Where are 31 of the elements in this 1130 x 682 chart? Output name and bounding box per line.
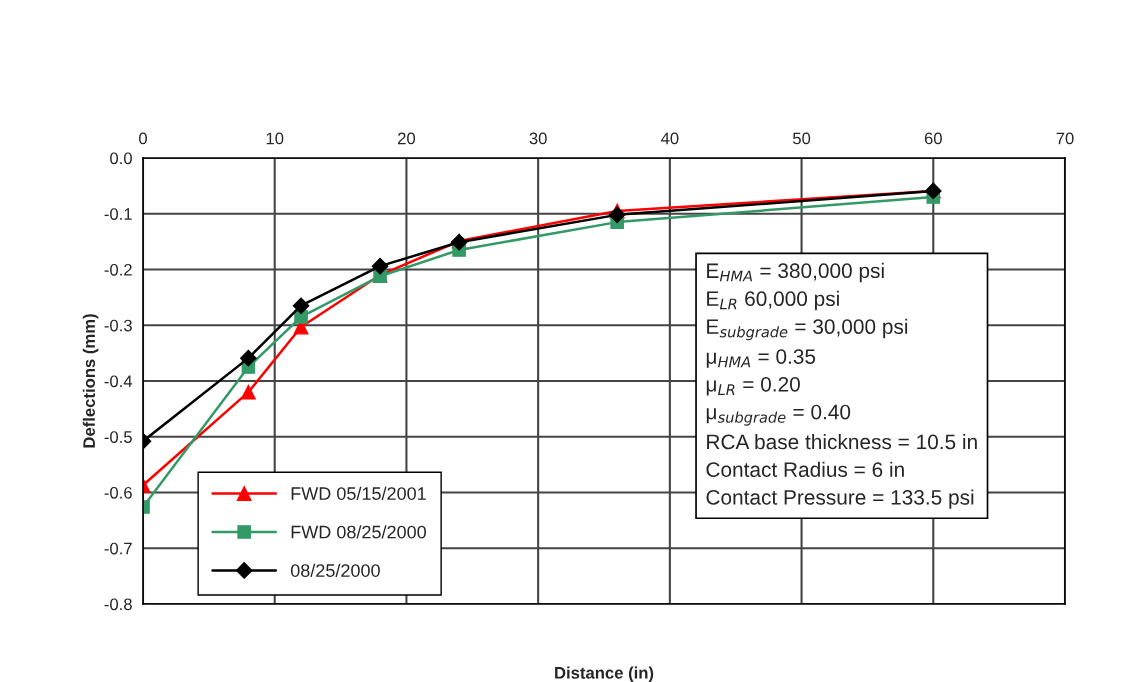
y-tick-label: -0.8 [104, 598, 132, 611]
annotation: E$_{LR}$ 60,000 psi [707, 290, 839, 311]
x-tick-label: 20 [398, 132, 416, 145]
y-tick-label: 0.0 [110, 152, 132, 165]
x-tick-label: 70 [1056, 132, 1074, 145]
x-tick-label: 50 [792, 132, 811, 145]
legend-label: 08/25/2000 [290, 563, 380, 577]
annotation: μ$_{LR}$ = 0.20 [706, 376, 800, 396]
x-tick-label: 60 [924, 132, 942, 145]
annotation: RCA base thickness = 10.5 in [707, 433, 977, 450]
legend-label: FWD 08/25/2000 [291, 525, 426, 539]
y-tick-label: -0.1 [104, 208, 132, 220]
annotation: E$_{HMA}$ = 380,000 psi [707, 262, 884, 283]
annotation: Contact Pressure = 133.5 psi [706, 489, 974, 509]
legend-label: FWD 05/15/2001 [291, 486, 426, 500]
y-tick-label: -0.4 [104, 375, 133, 388]
x-tick-label: 30 [529, 132, 547, 145]
annotation: μ$_{HMA}$ = 0.35 [706, 349, 816, 368]
annotation: Contact Radius = 6 in [706, 461, 904, 478]
x-tick-label: 40 [660, 132, 679, 145]
x-tick-label: 10 [266, 132, 284, 145]
x-tick-label: 0 [139, 132, 147, 145]
y-tick-label: -0.7 [104, 542, 132, 555]
x-axis-title: Distance (in) [555, 666, 654, 682]
y-tick-label: -0.2 [104, 263, 132, 276]
y-tick-label: -0.5 [104, 431, 132, 443]
y-tick-label: -0.3 [104, 319, 132, 332]
annotation: μ$_{subgrade}$ = 0.40 [706, 404, 851, 426]
annotation: E$_{subgrade}$ = 30,000 psi [707, 318, 908, 341]
y-tick-label: -0.6 [104, 486, 132, 499]
y-axis-title: Deflections (mm) [82, 314, 99, 448]
